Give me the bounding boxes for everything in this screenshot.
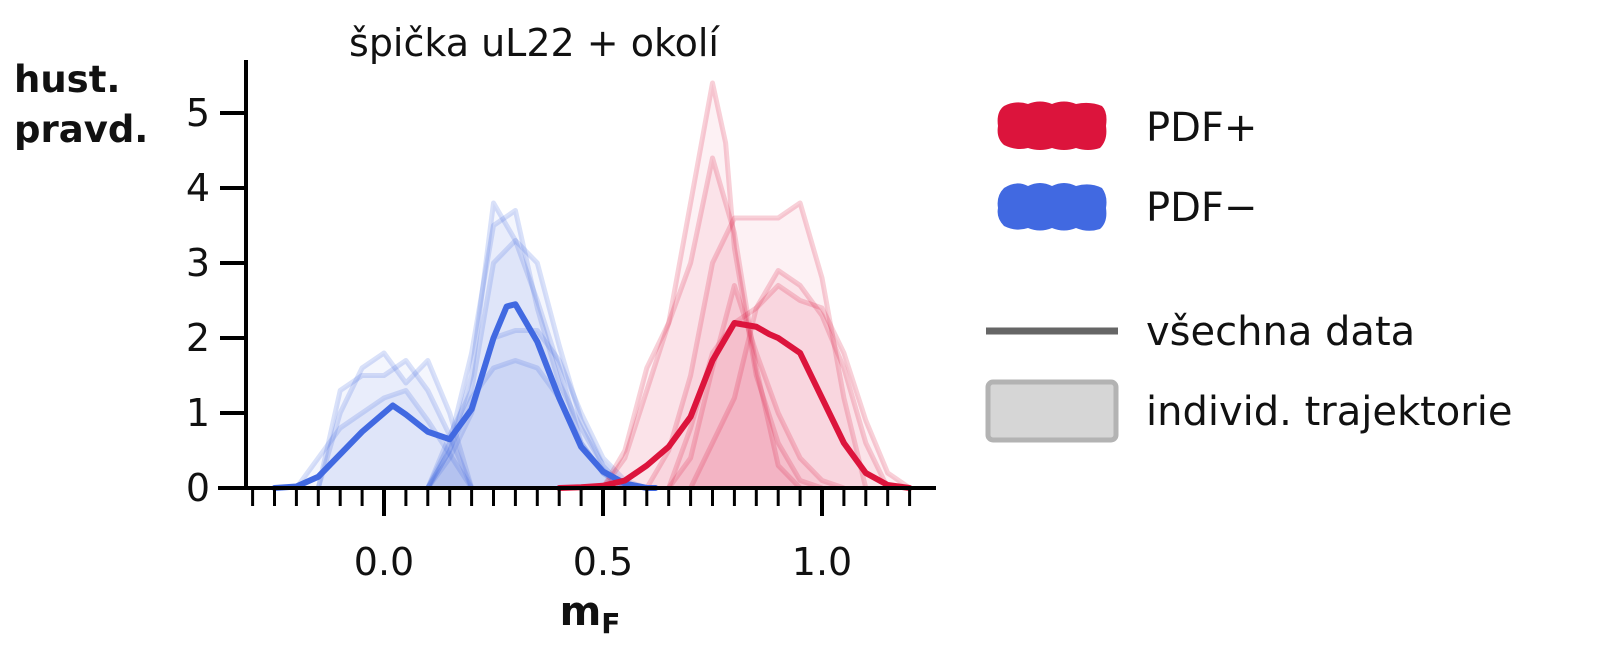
- legend-label-pdf-minus: PDF−: [1146, 185, 1257, 231]
- trajectory-area: [296, 390, 472, 488]
- y-tick-label: 5: [186, 91, 210, 135]
- individual-trajectories: [294, 80, 912, 491]
- y-axis-ticks: 0 1 2 3 4 5: [186, 91, 246, 510]
- trajectory-area: [427, 330, 647, 488]
- x-axis-label-subscript: F: [601, 607, 620, 640]
- trajectory-line: [425, 208, 627, 490]
- trajectory-area: [318, 360, 472, 488]
- legend-label-trajectories: individ. trajektorie: [1146, 389, 1512, 435]
- trajectory-area: [427, 203, 625, 488]
- trajectory-line: [644, 200, 869, 490]
- x-tick-label: 0.5: [573, 540, 633, 584]
- y-tick-label: 2: [186, 316, 210, 360]
- series-line-pdf-minus: [271, 301, 659, 491]
- trajectory-area: [603, 83, 822, 488]
- legend-label-all-data: všechna data: [1146, 309, 1415, 355]
- trajectory-area: [690, 285, 910, 488]
- x-tick-label: 1.0: [792, 540, 852, 584]
- trajectory-line: [600, 80, 823, 491]
- y-tick-label: 0: [186, 466, 210, 510]
- x-axis-ticks: 0.0 0.5 1.0: [251, 488, 912, 584]
- legend-swatch-pdf-minus: [997, 183, 1107, 231]
- x-axis-label-main: m: [560, 589, 602, 635]
- trajectory-line: [666, 283, 845, 491]
- x-axis-label: mF: [560, 589, 621, 640]
- trajectory-line: [425, 238, 627, 490]
- trajectory-area: [603, 158, 801, 488]
- x-tick-label: 0.0: [354, 540, 414, 584]
- y-tick-label: 1: [186, 391, 210, 435]
- trajectory-area: [427, 240, 625, 488]
- y-axis-label-line1: hust.: [14, 58, 120, 101]
- trajectory-line: [425, 328, 648, 491]
- trajectory-area: [646, 203, 866, 488]
- all-data-series: [271, 301, 913, 491]
- legend-swatch-pdf-plus: [997, 101, 1107, 150]
- legend-swatch-trajectories: [985, 379, 1119, 443]
- series-line-pdf-plus: [556, 320, 913, 491]
- trajectory-line: [600, 155, 802, 490]
- trajectory-area: [318, 353, 472, 488]
- y-axis-label-line2: pravd.: [14, 108, 148, 151]
- trajectory-line: [315, 358, 474, 489]
- y-tick-label: 3: [186, 241, 210, 285]
- trajectory-line: [688, 283, 912, 491]
- chart-title: špička uL22 + okolí: [349, 21, 720, 65]
- y-tick-label: 4: [186, 166, 210, 210]
- trajectory-area: [668, 285, 844, 488]
- legend-label-pdf-plus: PDF+: [1146, 105, 1257, 151]
- trajectory-line: [315, 350, 474, 489]
- legend: PDF+ PDF− všechna data individ. trajekto…: [985, 101, 1512, 443]
- trajectory-area: [668, 270, 888, 488]
- trajectory-area: [427, 210, 625, 488]
